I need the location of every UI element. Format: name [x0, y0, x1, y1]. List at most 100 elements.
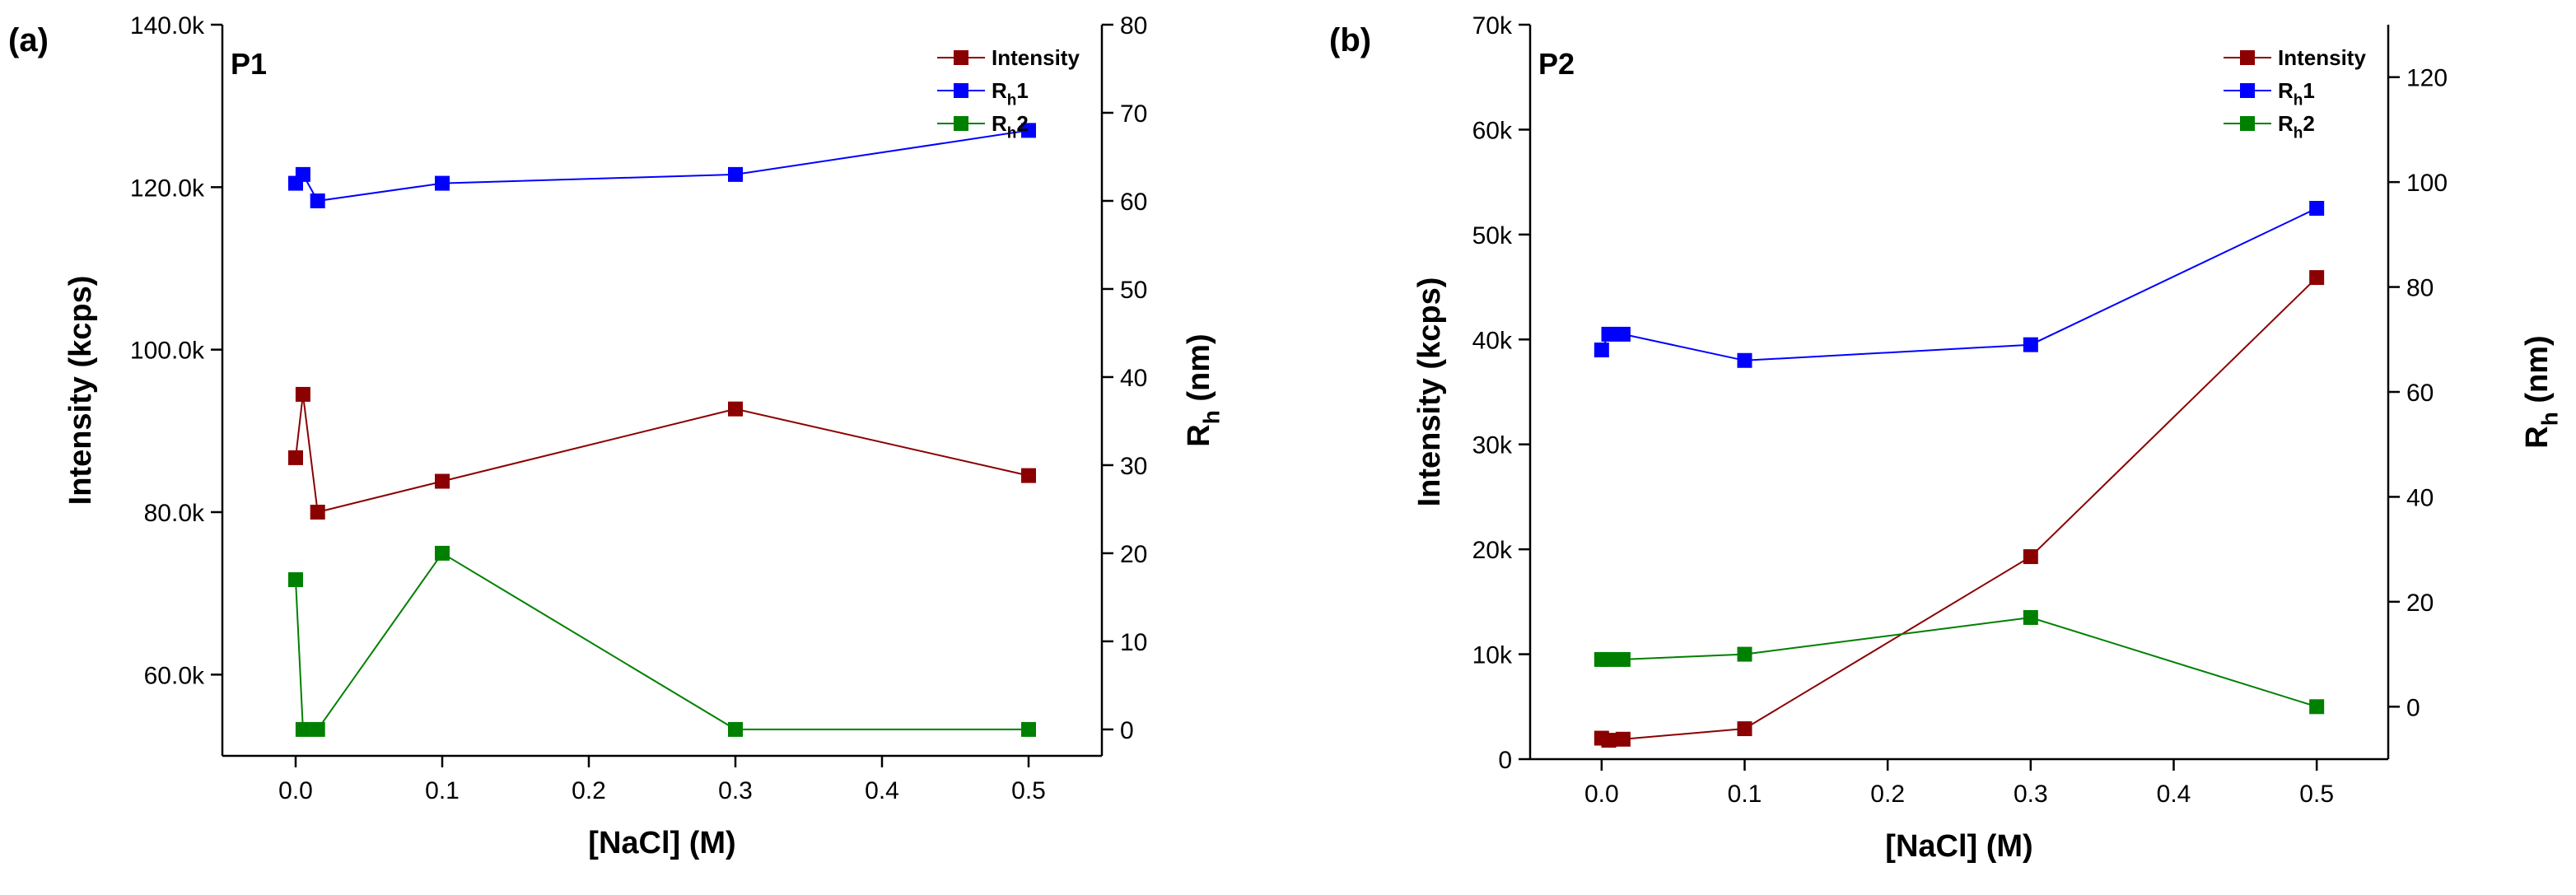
- legend-marker: [954, 116, 968, 131]
- x-tick-label: 0.4: [2157, 781, 2191, 808]
- data-point-intensity: [435, 473, 450, 489]
- y-left-tick-label: 70k: [1472, 12, 1513, 40]
- data-point-intensity: [310, 505, 325, 520]
- y-right-tick-label: 40: [2406, 484, 2434, 511]
- y-left-tick-label: 60k: [1472, 117, 1513, 144]
- data-point-rh2: [1601, 651, 1617, 667]
- data-point-rh1: [1021, 123, 1036, 138]
- data-point-intensity: [1737, 721, 1752, 737]
- x-tick-label: 0.4: [865, 777, 899, 804]
- legend-label-intensity: Intensity: [2278, 45, 2366, 70]
- x-tick-label: 0.1: [1728, 781, 1762, 808]
- data-point-rh2: [1615, 651, 1631, 667]
- y-left-tick-label: 10k: [1472, 642, 1513, 669]
- y-right-tick-label: 50: [1120, 277, 1147, 304]
- data-point-rh1: [435, 175, 450, 191]
- y-right-tick-label: 20: [2406, 590, 2434, 617]
- y-right-axis-label: Rh (nm): [1182, 333, 1225, 446]
- x-tick-label: 0.0: [278, 777, 313, 804]
- data-point-rh1: [310, 193, 325, 208]
- y-right-tick-label: 40: [1120, 365, 1147, 392]
- inset-label: P2: [1538, 47, 1575, 81]
- series-line-intensity: [1601, 277, 2317, 742]
- y-right-tick-label: 100: [2406, 170, 2448, 197]
- y-left-tick-label: 100.0k: [130, 338, 205, 365]
- x-tick-label: 0.2: [1870, 781, 1905, 808]
- data-point-rh2: [1021, 721, 1036, 737]
- y-right-tick-label: 120: [2406, 65, 2448, 92]
- legend-label-rh2: Rh2: [992, 111, 1029, 142]
- legend-marker: [954, 50, 968, 65]
- legend-label-rh1: Rh1: [992, 78, 1029, 110]
- y-right-tick-label: 20: [1120, 541, 1147, 568]
- data-point-intensity: [295, 386, 310, 402]
- data-point-intensity: [1601, 733, 1617, 748]
- y-right-tick-label: 80: [2406, 275, 2434, 302]
- x-tick-label: 0.2: [572, 777, 606, 804]
- y-right-tick-label: 60: [2406, 380, 2434, 407]
- data-point-rh1: [1594, 343, 1609, 358]
- y-right-tick-label: 10: [1120, 629, 1147, 656]
- series-line-intensity: [295, 394, 1029, 514]
- y-right-tick-label: 80: [1120, 12, 1147, 40]
- data-point-rh1: [728, 166, 743, 182]
- data-point-rh1: [295, 166, 310, 182]
- legend-marker: [2240, 50, 2255, 65]
- series-line-rh1: [295, 129, 1029, 203]
- data-point-rh2: [310, 721, 325, 737]
- legend-marker: [2240, 116, 2255, 131]
- data-point-rh2: [728, 721, 743, 737]
- y-left-tick-label: 140.0k: [130, 12, 205, 40]
- y-left-axis-label: Intensity (kcps): [1412, 277, 1447, 507]
- data-point-rh2: [2309, 699, 2325, 715]
- panel-label: (a): [8, 22, 49, 58]
- data-point-rh2: [295, 721, 310, 737]
- chart-panel-2: 0.0 0.1 0.2 0.3 0.4 0.5 0 10k 20k 30k 40k 50k 60k 70k…: [1329, 12, 2563, 864]
- data-point-rh2: [288, 572, 303, 588]
- data-point-rh1: [2309, 201, 2325, 216]
- data-point-rh2: [2023, 609, 2038, 625]
- data-point-intensity: [728, 401, 743, 417]
- y-left-tick-label: 80.0k: [144, 500, 205, 527]
- legend-marker: [954, 83, 968, 98]
- x-axis-label: [NaCl] (M): [588, 826, 735, 860]
- y-left-axis-label: Intensity (kcps): [63, 276, 98, 506]
- legend-label-intensity: Intensity: [992, 45, 1080, 70]
- y-left-tick-label: 20k: [1472, 537, 1513, 564]
- panel-label: (b): [1329, 22, 1371, 58]
- data-point-rh2: [1737, 646, 1752, 662]
- y-left-tick-label: 120.0k: [130, 175, 205, 202]
- data-point-rh1: [1615, 326, 1631, 342]
- data-point-intensity: [288, 450, 303, 465]
- data-point-intensity: [2309, 270, 2325, 286]
- x-tick-label: 0.3: [718, 777, 753, 804]
- y-right-tick-label: 70: [1120, 100, 1147, 128]
- inset-label: P1: [231, 47, 267, 81]
- y-left-tick-label: 50k: [1472, 222, 1513, 249]
- y-right-tick-label: 0: [1120, 717, 1134, 744]
- series-line-rh2: [1601, 616, 2317, 708]
- x-tick-label: 0.5: [2299, 781, 2334, 808]
- data-point-intensity: [1615, 731, 1631, 747]
- data-point-rh1: [1737, 352, 1752, 368]
- y-right-tick-label: 60: [1120, 189, 1147, 216]
- data-point-intensity: [2023, 549, 2038, 565]
- x-axis-label: [NaCl] (M): [1885, 829, 2032, 864]
- legend-marker: [2240, 83, 2255, 98]
- y-left-tick-label: 60.0k: [144, 662, 205, 689]
- y-left-tick-label: 40k: [1472, 327, 1513, 354]
- legend-label-rh1: Rh1: [2278, 78, 2315, 110]
- legend-label-rh2: Rh2: [2278, 111, 2315, 142]
- series-line-rh1: [1600, 207, 2317, 361]
- y-right-axis-label: Rh (nm): [2520, 335, 2563, 448]
- y-left-tick-label: 0: [1498, 747, 1512, 774]
- y-left-tick-label: 30k: [1472, 432, 1513, 459]
- x-tick-label: 0.1: [425, 777, 460, 804]
- x-tick-label: 0.5: [1011, 777, 1046, 804]
- series-line-rh2: [295, 552, 1029, 730]
- x-tick-label: 0.0: [1584, 781, 1619, 808]
- y-right-tick-label: 0: [2406, 694, 2420, 721]
- data-point-rh1: [2023, 337, 2038, 352]
- data-point-rh1: [1601, 326, 1617, 342]
